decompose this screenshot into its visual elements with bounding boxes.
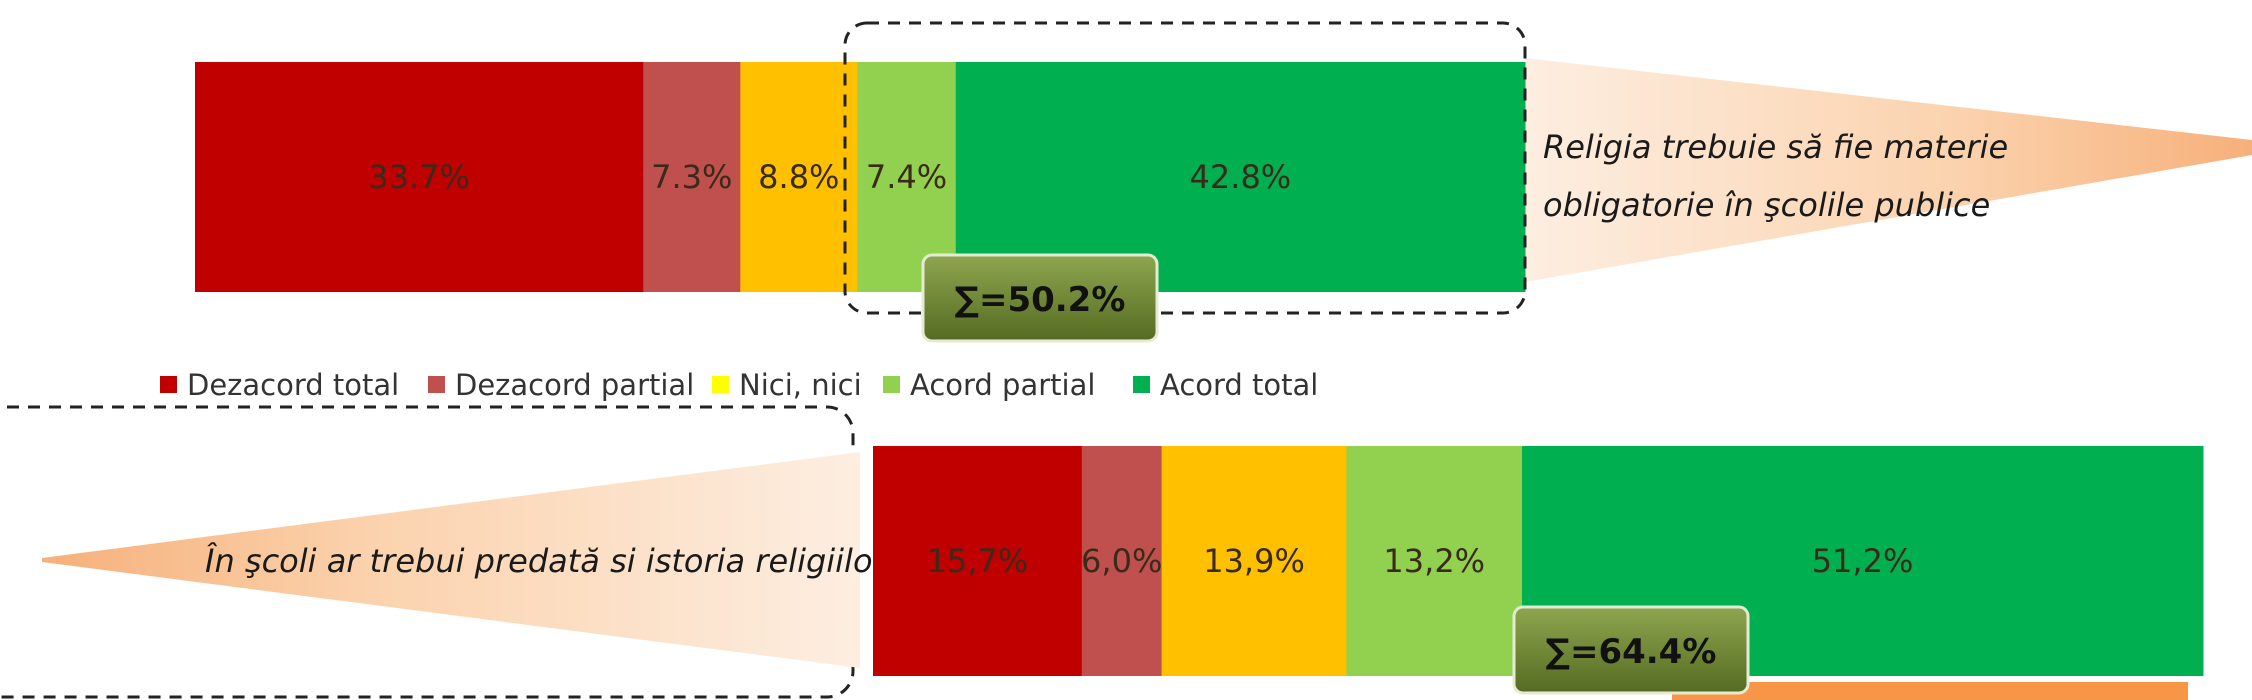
legend-swatch-1 (160, 376, 177, 393)
callout-arrow-2 (42, 452, 860, 668)
data-label-2-5: 51,2% (1812, 542, 1914, 580)
legend-swatch-3 (712, 376, 729, 393)
orange-shape-partial (1672, 682, 2188, 700)
bar-segment-1-2 (643, 62, 741, 292)
bar-segment-1-3 (740, 62, 858, 292)
legend-label-3: Nici, nici (739, 368, 862, 402)
bar-segment-2-3 (1161, 446, 1347, 676)
sum-badge-1: ∑=50.2% (921, 253, 1159, 343)
data-label-2-4: 13,2% (1383, 542, 1485, 580)
data-label-2-1: 15,7% (927, 542, 1029, 580)
data-label-1-4: 7.4% (866, 158, 947, 196)
stacked-bar-1: 33.7% 7.3% 8.8% 7.4% 42.8% (195, 62, 1526, 292)
category-label-1-line-2: obligatorie în şcolile publice (1543, 186, 1990, 224)
sum-badge-2: ∑=64.4% (1512, 605, 1750, 695)
chart-1: 33.7% 7.3% 8.8% 7.4% 42.8% Religia trebuie s… (195, 21, 2252, 343)
bar-segment-2-1 (873, 446, 1083, 676)
data-label-1-2: 7.3% (651, 158, 732, 196)
category-label-1-line-1: Religia trebuie să fie materie (1543, 128, 2008, 166)
legend-label-5: Acord total (1160, 368, 1318, 402)
legend-label-2: Dezacord partial (455, 368, 694, 402)
legend: Dezacord total Dezacord partial Nici, nici… (160, 368, 1318, 402)
data-label-1-1: 33.7% (368, 158, 470, 196)
legend-label-1: Dezacord total (187, 368, 399, 402)
data-label-1-5: 42.8% (1190, 158, 1292, 196)
legend-label-4: Acord partial (910, 368, 1095, 402)
legend-swatch-5 (1133, 376, 1150, 393)
sum-label-1: ∑=50.2% (955, 280, 1126, 320)
legend-swatch-4 (883, 376, 900, 393)
chart-2: În şcoli ar trebui predată si istoria re… (0, 405, 2204, 700)
highlight-box-2 (0, 405, 855, 699)
data-label-1-3: 8.8% (758, 158, 839, 196)
bar-segment-2-2 (1081, 446, 1163, 676)
bar-segment-1-1 (195, 62, 644, 292)
category-label-1: Religia trebuie să fie materie obligator… (1543, 128, 2018, 224)
data-label-2-3: 13,9% (1203, 542, 1305, 580)
highlight-box-1 (843, 21, 1527, 315)
sum-label-2: ∑=64.4% (1546, 632, 1717, 672)
legend-swatch-2 (428, 376, 445, 393)
category-label-2: În şcoli ar trebui predată si istoria re… (205, 542, 873, 580)
callout-arrow-1 (1525, 58, 2252, 282)
stacked-bar-2: 15,7% 6,0% 13,9% 13,2% 51,2% (873, 446, 2204, 676)
bar-segment-2-4 (1346, 446, 1523, 676)
data-label-2-2: 6,0% (1081, 542, 1162, 580)
